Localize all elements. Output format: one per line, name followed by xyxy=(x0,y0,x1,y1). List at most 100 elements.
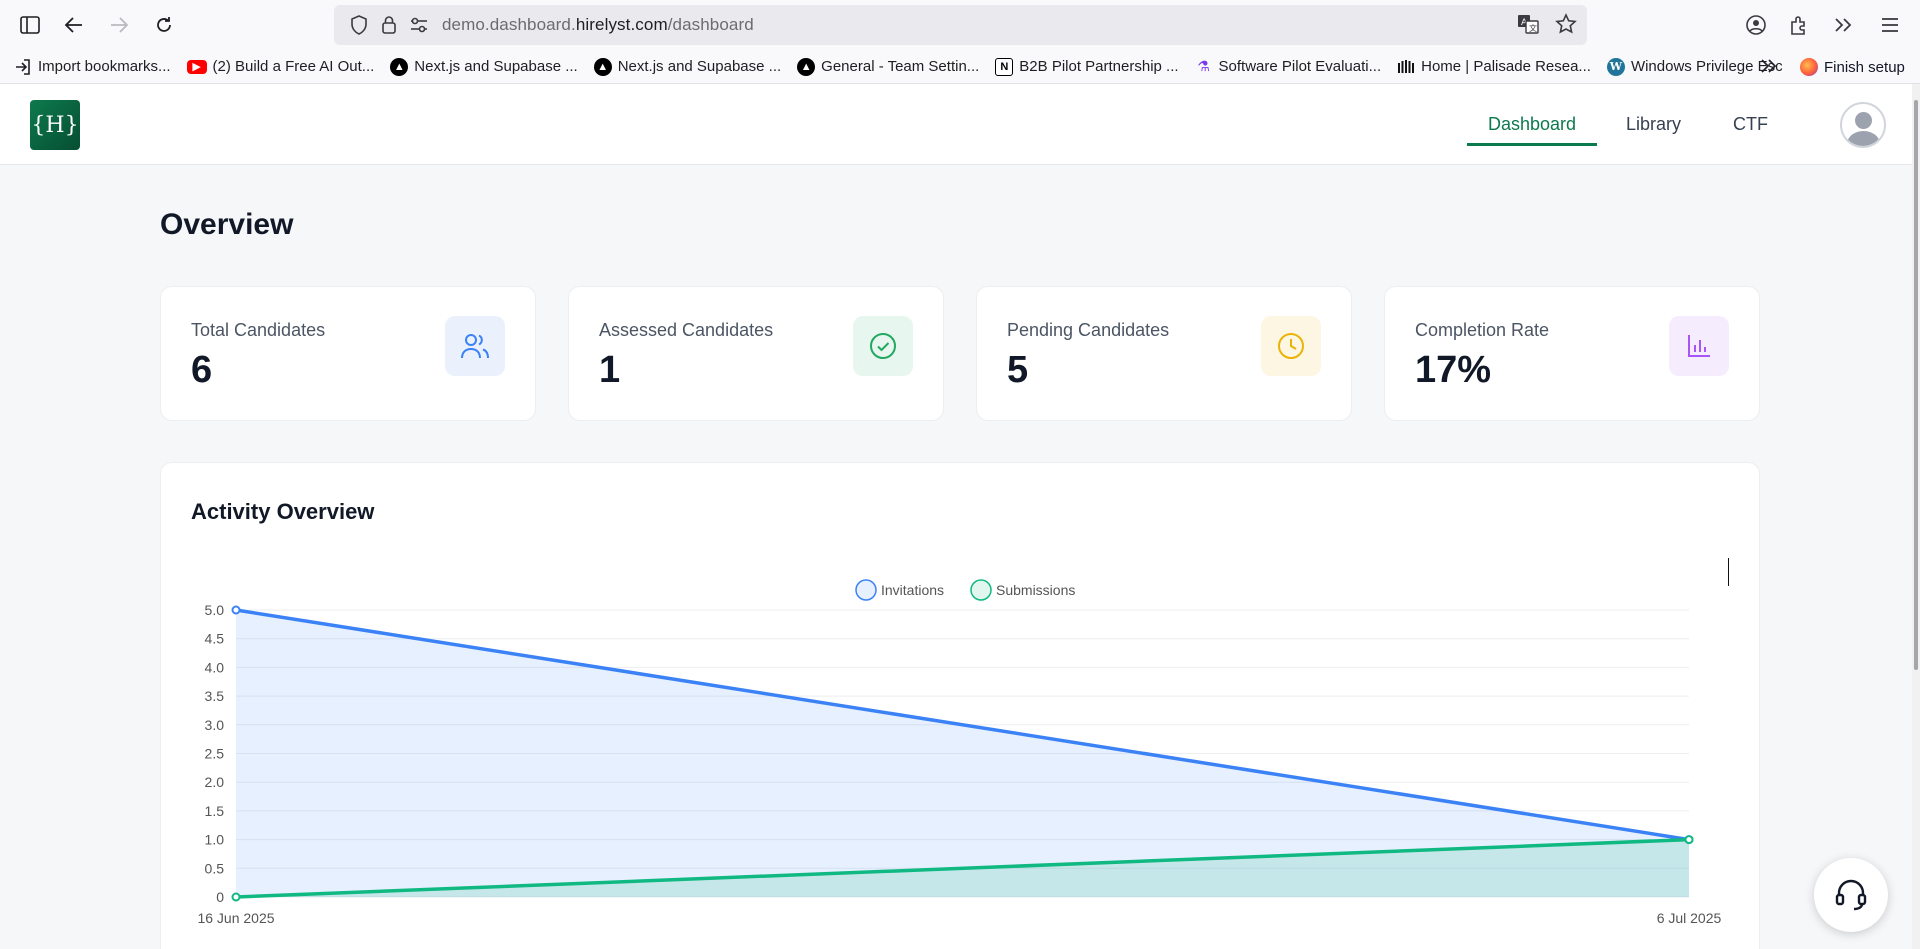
wordpress-icon: W xyxy=(1606,57,1625,76)
bookmarks-bar: Import bookmarks... ▶ (2) Build a Free A… xyxy=(0,50,1920,84)
y-tick-label: 2.0 xyxy=(205,774,225,790)
site-permissions-icon[interactable] xyxy=(404,16,434,34)
y-tick-label: 3.5 xyxy=(205,688,225,704)
bookmark-star-icon[interactable] xyxy=(1555,13,1577,40)
bookmark-item[interactable]: ⚗ Software Pilot Evaluati... xyxy=(1195,58,1381,76)
flask-icon: ⚗ xyxy=(1197,58,1210,74)
stat-label: Completion Rate xyxy=(1415,320,1550,340)
series-area xyxy=(236,610,1689,897)
nav-library[interactable]: Library xyxy=(1626,114,1682,134)
stat-value: 1 xyxy=(599,349,621,391)
stat-value: 6 xyxy=(191,349,213,391)
svg-text:A: A xyxy=(1521,18,1528,28)
chart-legend: Invitations Submissions xyxy=(855,579,1075,601)
y-tick-label: 5.0 xyxy=(205,602,225,618)
stat-card-total-candidates: Total Candidates 6 xyxy=(160,286,536,421)
menu-icon[interactable] xyxy=(1872,7,1908,43)
legend-label: Invitations xyxy=(881,582,944,598)
nav-active-indicator xyxy=(1467,143,1597,146)
vercel-icon: ▲ xyxy=(593,57,612,76)
chart-title: Activity Overview xyxy=(191,499,375,524)
y-tick-label: 3.0 xyxy=(205,717,225,733)
y-tick-label: 1.5 xyxy=(205,803,225,819)
stat-card-completion-rate: Completion Rate 17% xyxy=(1384,286,1760,421)
bookmarks-overflow-chevron-icon[interactable] xyxy=(1760,58,1778,79)
vercel-icon: ▲ xyxy=(390,57,409,76)
legend-label: Submissions xyxy=(996,582,1075,598)
text-cursor xyxy=(1728,558,1729,586)
bookmark-item[interactable]: N B2B Pilot Partnership ... xyxy=(995,57,1179,76)
stat-card-assessed-candidates: Assessed Candidates 1 xyxy=(568,286,944,421)
url-text[interactable]: demo.dashboard.hirelyst.com/dashboard xyxy=(442,15,754,34)
y-tick-label: 4.0 xyxy=(205,659,225,675)
bookmark-item[interactable]: Import bookmarks... xyxy=(14,58,171,76)
series-line xyxy=(235,837,1690,899)
chart-areas xyxy=(236,610,1689,897)
back-arrow-icon[interactable] xyxy=(56,7,92,43)
y-tick-label: 0 xyxy=(216,889,224,905)
legend-swatch xyxy=(970,579,992,601)
bookmark-item[interactable]: ▲ Next.js and Supabase ... xyxy=(593,57,781,76)
bookmark-item[interactable]: ▲ General - Team Settin... xyxy=(797,57,979,76)
users-icon xyxy=(445,316,505,376)
stat-label: Pending Candidates xyxy=(1007,320,1170,340)
stat-value: 5 xyxy=(1007,349,1029,391)
bookmark-item[interactable]: ▲ Next.js and Supabase ... xyxy=(390,57,578,76)
avatar-body xyxy=(1847,131,1880,146)
check-circle-icon xyxy=(853,316,913,376)
firefox-icon xyxy=(1800,58,1818,76)
data-point xyxy=(231,605,241,615)
logo[interactable]: {H} xyxy=(30,100,80,150)
bookmark-item[interactable]: ▶ (2) Build a Free AI Out... xyxy=(186,58,374,75)
app-header: {H} Dashboard Library CTF xyxy=(0,84,1912,165)
account-icon[interactable] xyxy=(1738,7,1774,43)
series-area xyxy=(236,839,1689,897)
more-tools-chevron-icon[interactable] xyxy=(1825,7,1861,43)
import-icon xyxy=(14,58,32,76)
headset-icon xyxy=(1835,879,1867,911)
avatar-head xyxy=(1855,112,1872,129)
bookmark-item[interactable]: W Windows Privilege Esc xyxy=(1606,57,1783,76)
clock-icon xyxy=(1261,316,1321,376)
activity-chart: 0 0.5 1.0 1.5 2.0 2.5 3.0 3.5 4.0 4.5 5.0 16 Jun 2… xyxy=(197,579,1722,926)
y-tick-label: 1.0 xyxy=(205,832,225,848)
page-title: Overview xyxy=(160,208,294,241)
youtube-icon: ▶ xyxy=(186,59,207,74)
legend-swatch xyxy=(855,579,877,601)
x-tick-label: 6 Jul 2025 xyxy=(1657,910,1722,926)
stat-label: Assessed Candidates xyxy=(599,320,774,340)
x-tick-label: 16 Jun 2025 xyxy=(197,910,274,926)
data-point xyxy=(1684,835,1694,845)
nav-dashboard[interactable]: Dashboard xyxy=(1488,114,1577,134)
chart-lines xyxy=(231,605,1694,902)
data-point xyxy=(231,892,241,902)
reload-icon[interactable] xyxy=(146,7,182,43)
y-tick-label: 4.5 xyxy=(205,631,225,647)
stat-label: Total Candidates xyxy=(191,320,326,340)
svg-text:文: 文 xyxy=(1529,23,1537,33)
palisade-icon xyxy=(1397,58,1415,76)
lock-icon[interactable] xyxy=(374,15,404,35)
y-tick-label: 0.5 xyxy=(205,860,225,876)
notion-icon: N xyxy=(995,57,1014,76)
extensions-icon[interactable] xyxy=(1781,7,1817,43)
support-chat-button[interactable] xyxy=(1814,858,1888,932)
chart-y-ticks: 0 0.5 1.0 1.5 2.0 2.5 3.0 3.5 4.0 4.5 5.0 xyxy=(205,602,225,905)
series-line xyxy=(235,608,1690,842)
vercel-icon: ▲ xyxy=(797,57,816,76)
sidebar-toggle-icon[interactable] xyxy=(12,7,48,43)
stat-card-pending-candidates: Pending Candidates 5 xyxy=(976,286,1352,421)
chart-x-ticks: 16 Jun 2025 6 Jul 2025 xyxy=(197,910,1721,926)
page-scrollbar-thumb[interactable] xyxy=(1914,100,1918,670)
bar-chart-icon xyxy=(1669,316,1729,376)
nav-ctf[interactable]: CTF xyxy=(1733,114,1768,134)
bookmark-item[interactable]: Home | Palisade Resea... xyxy=(1397,58,1591,76)
forward-arrow-icon[interactable] xyxy=(101,7,137,43)
avatar[interactable] xyxy=(1840,102,1886,148)
bookmark-finish-setup[interactable]: Finish setup xyxy=(1800,58,1905,76)
shield-icon[interactable] xyxy=(344,15,374,35)
y-tick-label: 2.5 xyxy=(205,746,225,762)
